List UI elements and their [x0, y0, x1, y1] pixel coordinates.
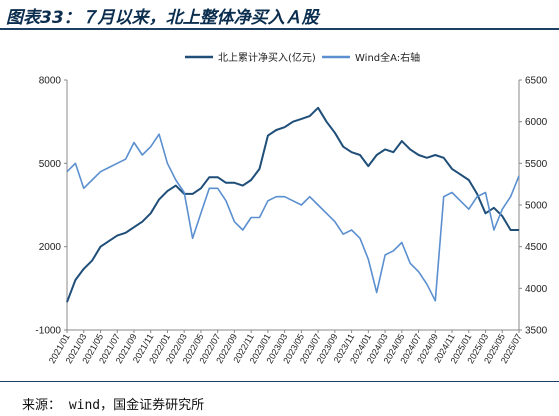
series-line-wind-all-a [66, 133, 520, 302]
left-tick-label: -1000 [35, 326, 61, 337]
chart-title: 图表33：７月以来，北上整体净买入Ａ股 [6, 8, 319, 28]
right-tick-label: 3500 [525, 326, 548, 337]
legend-label: Wind全A:右轴 [355, 51, 420, 64]
legend-label: 北上累计净买入(亿元) [218, 51, 316, 64]
bottom-rule [0, 381, 559, 382]
right-tick-label: 4000 [525, 284, 548, 295]
top-rule [0, 28, 559, 30]
right-tick-label: 4500 [525, 242, 548, 253]
left-tick-label: 2000 [39, 242, 62, 253]
source-note: 来源： wind，国金证券研究所 [22, 398, 205, 413]
right-tick-label: 5000 [525, 201, 548, 212]
series-line-northbound [66, 106, 519, 303]
left-tick-label: 8000 [39, 76, 62, 87]
right-tick-label: 6500 [525, 76, 548, 87]
series-layer [66, 106, 520, 303]
left-tick-label: 5000 [39, 159, 62, 170]
legend: 北上累计净买入(亿元) Wind全A:右轴 [185, 51, 420, 64]
right-tick-label: 5500 [525, 159, 548, 170]
right-tick-label: 6000 [525, 117, 548, 128]
axes-group: -1000 2000 5000 8000 3500 4000 4500 5000 5500 600… [35, 76, 547, 366]
